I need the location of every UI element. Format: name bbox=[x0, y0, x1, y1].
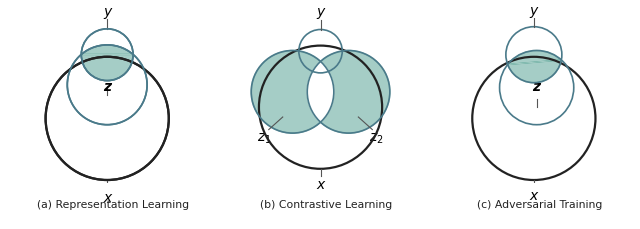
Text: x: x bbox=[530, 188, 538, 202]
Text: $z_2$: $z_2$ bbox=[369, 131, 384, 146]
Polygon shape bbox=[508, 51, 561, 83]
Polygon shape bbox=[81, 46, 133, 81]
Text: (c) Adversarial Training: (c) Adversarial Training bbox=[477, 199, 602, 209]
Text: z: z bbox=[103, 80, 111, 94]
Text: x: x bbox=[316, 177, 324, 191]
Polygon shape bbox=[252, 51, 334, 134]
Text: (b) Contrastive Learning: (b) Contrastive Learning bbox=[260, 199, 392, 209]
Text: $z_1$: $z_1$ bbox=[257, 131, 272, 146]
Text: x: x bbox=[103, 190, 111, 204]
Text: z: z bbox=[532, 80, 541, 94]
Polygon shape bbox=[307, 51, 390, 134]
Text: y: y bbox=[530, 4, 538, 18]
Polygon shape bbox=[307, 62, 334, 123]
Text: y: y bbox=[103, 5, 111, 19]
Text: (a) Representation Learning: (a) Representation Learning bbox=[37, 199, 189, 209]
Text: y: y bbox=[316, 5, 324, 19]
